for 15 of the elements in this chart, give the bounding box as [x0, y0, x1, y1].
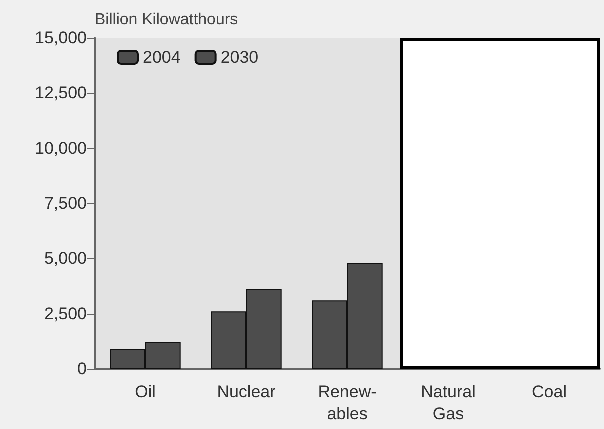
x-tick-label: Renew- ables: [318, 382, 377, 424]
y-axis-title: Billion Kilowatthours: [95, 12, 238, 28]
y-tick-label: 12,500: [35, 84, 87, 103]
x-tick-label: Coal: [532, 382, 567, 402]
y-tick-label: 2,500: [44, 304, 87, 324]
legend-label: 2004: [143, 48, 181, 67]
y-tick-label: 10,000: [35, 138, 87, 158]
y-tick-label: 0: [78, 360, 87, 378]
y-tick-label: 7,500: [44, 194, 87, 213]
y-tick-label: 5,000: [44, 249, 87, 268]
y-tick-label: 15,000: [35, 28, 87, 48]
x-tick-label: Oil: [135, 382, 156, 402]
legend-label: 2030: [220, 48, 259, 67]
x-tick-label: Nuclear: [217, 382, 276, 402]
x-tick-label: Natural Gas: [421, 382, 476, 424]
